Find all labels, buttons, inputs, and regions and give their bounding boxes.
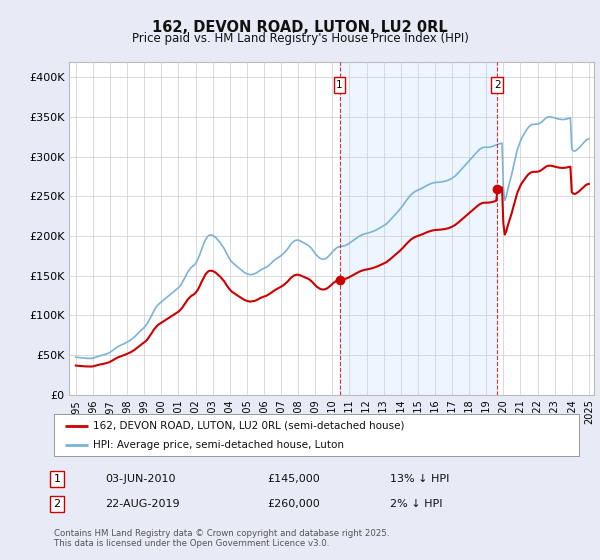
Text: 2: 2: [494, 80, 500, 90]
Text: 2: 2: [53, 499, 61, 509]
Text: 22-AUG-2019: 22-AUG-2019: [105, 499, 179, 509]
Text: £145,000: £145,000: [267, 474, 320, 484]
Text: 162, DEVON ROAD, LUTON, LU2 0RL: 162, DEVON ROAD, LUTON, LU2 0RL: [152, 20, 448, 35]
Text: Contains HM Land Registry data © Crown copyright and database right 2025.: Contains HM Land Registry data © Crown c…: [54, 529, 389, 538]
Text: 162, DEVON ROAD, LUTON, LU2 0RL (semi-detached house): 162, DEVON ROAD, LUTON, LU2 0RL (semi-de…: [94, 421, 405, 431]
Text: 1: 1: [336, 80, 343, 90]
Text: HPI: Average price, semi-detached house, Luton: HPI: Average price, semi-detached house,…: [94, 440, 344, 450]
Text: This data is licensed under the Open Government Licence v3.0.: This data is licensed under the Open Gov…: [54, 539, 329, 548]
Text: 03-JUN-2010: 03-JUN-2010: [105, 474, 176, 484]
Text: 2% ↓ HPI: 2% ↓ HPI: [390, 499, 443, 509]
Text: 1: 1: [53, 474, 61, 484]
Text: £260,000: £260,000: [267, 499, 320, 509]
Text: Price paid vs. HM Land Registry's House Price Index (HPI): Price paid vs. HM Land Registry's House …: [131, 32, 469, 45]
Text: 13% ↓ HPI: 13% ↓ HPI: [390, 474, 449, 484]
